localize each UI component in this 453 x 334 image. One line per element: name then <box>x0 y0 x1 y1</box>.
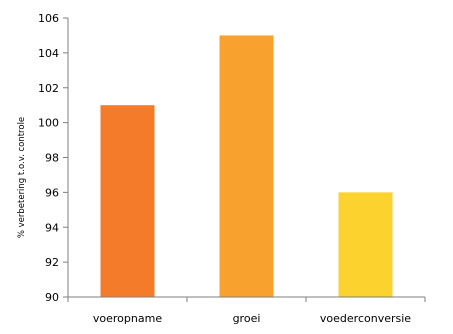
y-tick-label: 106 <box>38 12 59 25</box>
y-axis-ticks: 90 92 94 96 98 100 102 104 106 <box>38 12 68 304</box>
bars <box>100 35 393 297</box>
y-tick-label: 90 <box>45 291 59 304</box>
y-tick-label: 94 <box>45 221 59 234</box>
y-tick-label: 102 <box>38 82 59 95</box>
x-tick-label: voeropname <box>93 312 162 325</box>
x-tick-label: groei <box>233 312 261 325</box>
x-axis-labels: voeropname groei voederconversie <box>93 312 411 325</box>
x-axis-ticks <box>67 297 426 302</box>
bar-voeropname <box>100 105 155 297</box>
bar-voederconversie <box>338 192 393 297</box>
y-tick-label: 104 <box>38 47 59 60</box>
y-tick-label: 100 <box>38 117 59 130</box>
y-tick-label: 98 <box>45 152 59 165</box>
bar-groei <box>219 35 274 297</box>
y-tick-label: 96 <box>45 186 59 199</box>
x-tick-label: voederconversie <box>320 312 411 325</box>
y-tick-label: 92 <box>45 256 59 269</box>
y-axis-title: % verbetering t.o.v. controle <box>17 117 27 238</box>
